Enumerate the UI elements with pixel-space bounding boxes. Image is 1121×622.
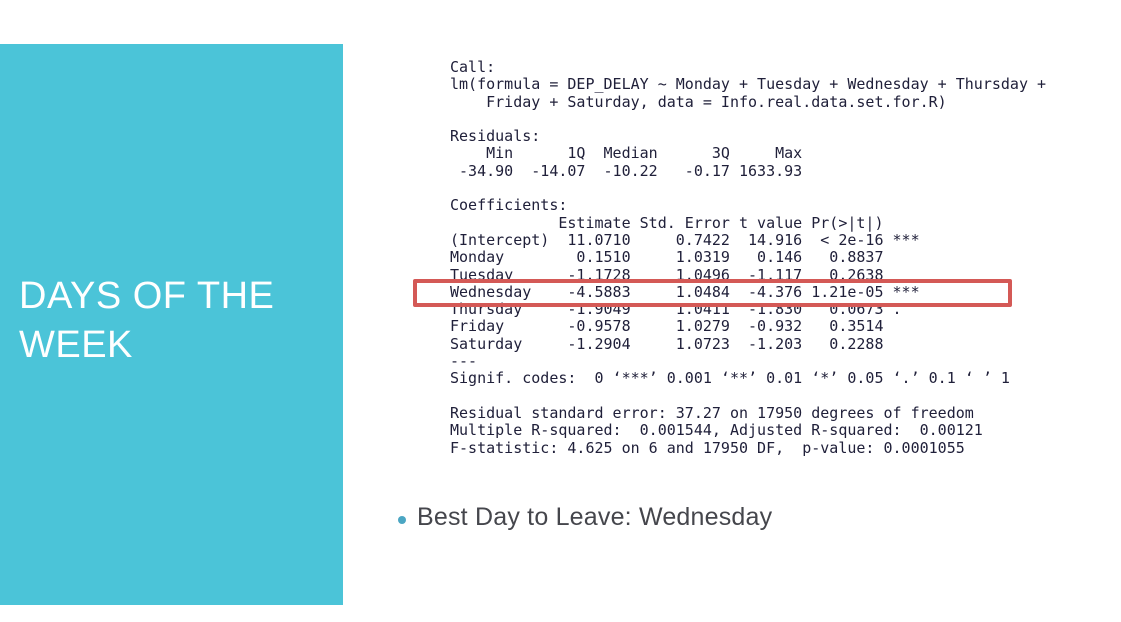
- bullet-item: Best Day to Leave: Wednesday: [398, 503, 772, 532]
- slide-title: DAYS OF THE WEEK: [19, 275, 275, 366]
- title-panel: DAYS OF THE WEEK: [0, 44, 343, 605]
- bullet-dot-icon: [398, 516, 406, 524]
- bullet-text: Best Day to Leave: Wednesday: [417, 503, 773, 531]
- r-console-output: Call: lm(formula = DEP_DELAY ~ Monday + …: [450, 58, 1047, 457]
